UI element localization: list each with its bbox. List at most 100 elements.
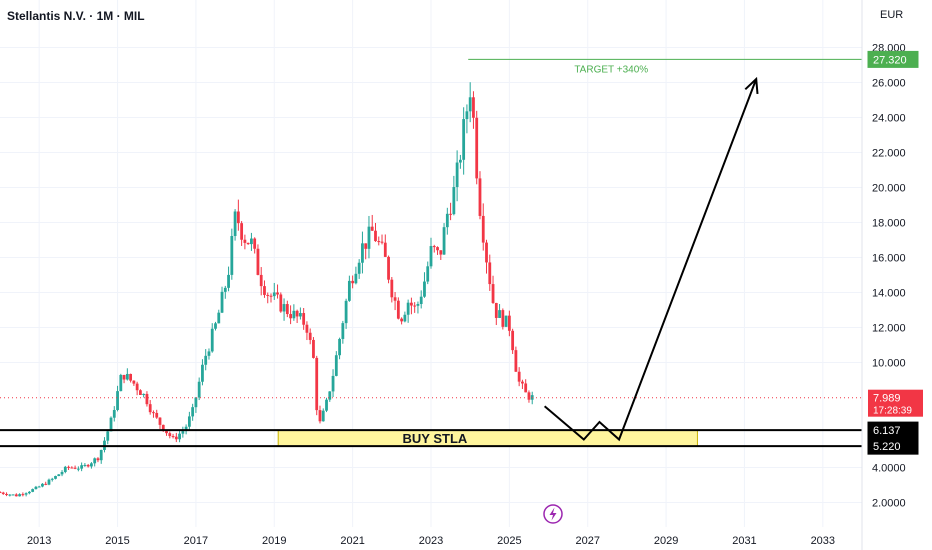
candle-body [161, 424, 165, 432]
candle [37, 485, 41, 488]
x-tick-label: 2013 [27, 535, 51, 547]
candle [396, 297, 400, 320]
candle [406, 299, 410, 323]
y-tick-label: 2.0000 [872, 498, 906, 510]
candle [416, 301, 420, 314]
candle-body [191, 407, 195, 417]
candle-body [475, 117, 479, 179]
candle-body [501, 310, 505, 327]
candle-body [24, 493, 28, 495]
candle-body [432, 246, 436, 248]
candle [24, 492, 28, 497]
candle [442, 223, 446, 255]
candle-body [109, 417, 113, 432]
candle [135, 381, 139, 396]
candle-body [312, 339, 315, 358]
candle-body [318, 410, 322, 422]
candle-body [387, 256, 390, 280]
candle [279, 292, 283, 313]
candle-body [462, 119, 466, 160]
candle [220, 286, 224, 314]
candle [521, 379, 524, 390]
candle [403, 311, 407, 323]
candle [165, 430, 168, 436]
candle [380, 234, 384, 245]
candle-body [517, 371, 521, 382]
candle-body [308, 332, 312, 340]
candle-body [253, 238, 257, 249]
candle-body [145, 393, 149, 405]
candle-body [383, 242, 387, 257]
candle-body [50, 478, 54, 480]
candle-body [27, 491, 31, 494]
candle-body [276, 292, 279, 295]
candle-body [429, 246, 433, 267]
candle-body [259, 274, 263, 287]
y-tick-label: 22.000 [872, 148, 906, 160]
symbol-title[interactable]: Stellantis N.V. · 1M · MIL [7, 9, 145, 23]
candle [83, 463, 87, 467]
candle [370, 214, 374, 231]
candle-body [135, 383, 139, 391]
candle [494, 302, 498, 326]
candle [266, 292, 270, 304]
candle [76, 466, 80, 472]
candle-body [96, 458, 100, 461]
currency-label[interactable]: EUR [880, 9, 904, 21]
candle [233, 209, 237, 241]
candle-body [155, 412, 159, 418]
current-price-text: 7.989 [873, 393, 901, 405]
candle-body [214, 323, 217, 329]
x-tick-label: 2019 [262, 535, 286, 547]
candle-body [41, 483, 44, 487]
candle-body [158, 417, 162, 425]
candle [295, 309, 299, 324]
candle-body [31, 489, 35, 492]
candle-body [201, 364, 204, 382]
candle-body [269, 295, 273, 297]
candle-body [416, 304, 420, 306]
candle-body [99, 449, 103, 461]
candle [21, 492, 25, 497]
candle-body [442, 227, 446, 255]
candle-body [184, 426, 188, 432]
lightning-icon[interactable] [543, 504, 563, 524]
candle-body [34, 486, 38, 490]
candle [468, 82, 472, 123]
candle [227, 266, 230, 292]
candle [439, 250, 443, 260]
candle [426, 261, 430, 285]
candle [86, 463, 90, 468]
y-tick-label: 14.000 [872, 288, 906, 300]
candle-body [171, 436, 175, 438]
candle-body [21, 494, 25, 496]
candle [331, 369, 335, 398]
y-axis[interactable]: 2.0000 4.0000 10.000 12.000 14.000 16.000 18.0… [861, 0, 906, 550]
candle [452, 175, 456, 216]
candle-body [256, 248, 260, 275]
candle [465, 104, 469, 134]
x-tick-label: 2031 [732, 535, 756, 547]
candle [168, 431, 172, 439]
candle-body [246, 242, 250, 245]
candlestick-series [0, 82, 534, 497]
candle-body [243, 239, 247, 243]
candle-body [328, 391, 332, 400]
candle-body [321, 410, 325, 422]
candle-body [507, 315, 511, 331]
candle-body [148, 404, 152, 413]
x-tick-label: 2015 [105, 535, 129, 547]
candle [455, 150, 459, 202]
candle-body [57, 474, 61, 477]
candle-body [341, 323, 345, 339]
candle [191, 403, 195, 421]
candle [282, 298, 286, 321]
candle-body [210, 328, 214, 352]
candle [321, 408, 325, 422]
candle [90, 462, 93, 469]
candle-body [445, 213, 449, 228]
y-tick-label: 12.000 [872, 323, 906, 335]
candle-body [178, 433, 181, 440]
